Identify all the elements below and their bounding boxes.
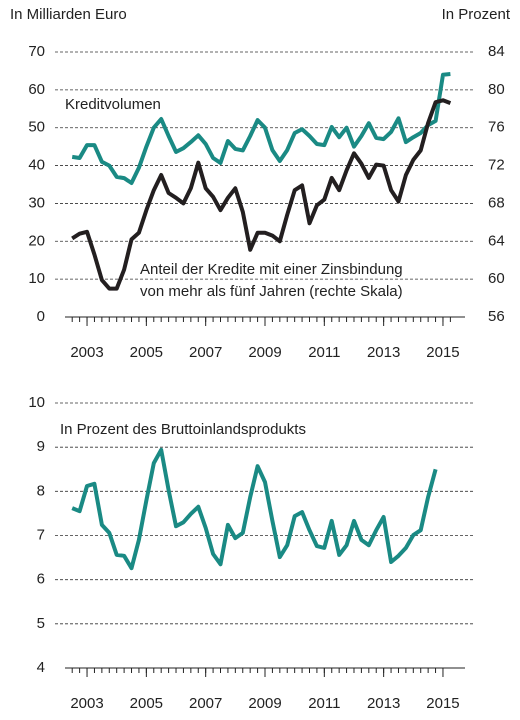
y-tick-label: 6	[37, 571, 45, 588]
y-tick-label: 60	[28, 81, 45, 98]
annotation: Kreditvolumen	[65, 96, 161, 113]
y2-axis-label: In Prozent	[442, 6, 511, 23]
y-tick-label: 30	[28, 194, 45, 211]
x-tick-label: 2005	[130, 695, 163, 712]
y2-tick-label: 72	[488, 157, 505, 174]
y2-tick-label: 56	[488, 308, 505, 325]
y-tick-label: 5	[37, 615, 45, 632]
y-tick-label: 10	[28, 394, 45, 411]
y-axis-label: In Milliarden Euro	[10, 6, 127, 23]
y2-tick-label: 60	[488, 270, 505, 287]
x-tick-label: 2003	[70, 695, 103, 712]
x-tick-label: 2007	[189, 344, 222, 361]
annotation: In Prozent des Bruttoinlandsprodukts	[60, 421, 306, 438]
y-tick-label: 20	[28, 232, 45, 249]
y-tick-label: 4	[37, 659, 45, 676]
x-tick-label: 2003	[70, 344, 103, 361]
y-tick-label: 70	[28, 43, 45, 60]
x-tick-label: 2015	[426, 695, 459, 712]
y-tick-label: 50	[28, 119, 45, 136]
y2-tick-label: 80	[488, 81, 505, 98]
annotation: von mehr als fünf Jahren (rechte Skala)	[140, 283, 403, 300]
y2-tick-label: 68	[488, 194, 505, 211]
data-line	[71, 72, 451, 185]
y-tick-label: 0	[37, 308, 45, 325]
y2-tick-label: 64	[488, 232, 505, 249]
x-tick-label: 2011	[308, 695, 340, 712]
x-tick-label: 2009	[248, 695, 281, 712]
x-tick-label: 2013	[367, 695, 400, 712]
x-tick-label: 2011	[308, 344, 340, 361]
y2-tick-label: 84	[488, 43, 505, 60]
y-tick-label: 7	[37, 526, 45, 543]
annotation: Anteil der Kredite mit einer Zinsbindung	[140, 261, 403, 278]
x-tick-label: 2009	[248, 344, 281, 361]
y-tick-label: 8	[37, 482, 45, 499]
y-tick-label: 40	[28, 157, 45, 174]
x-tick-label: 2013	[367, 344, 400, 361]
x-tick-label: 2005	[130, 344, 163, 361]
y-tick-label: 10	[28, 270, 45, 287]
x-tick-label: 2007	[189, 695, 222, 712]
y2-tick-label: 76	[488, 119, 505, 136]
y-tick-label: 9	[37, 438, 45, 455]
data-line	[71, 98, 452, 291]
data-line	[71, 447, 438, 571]
x-tick-label: 2015	[426, 344, 459, 361]
